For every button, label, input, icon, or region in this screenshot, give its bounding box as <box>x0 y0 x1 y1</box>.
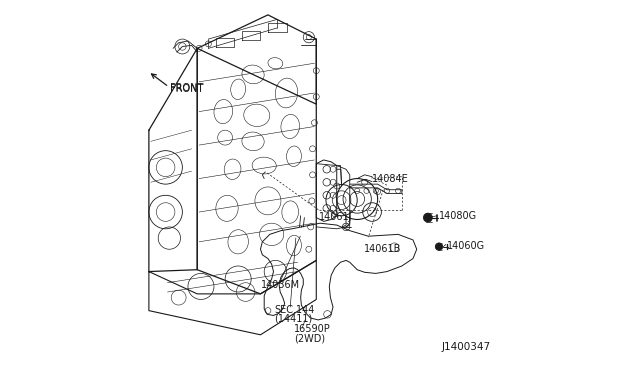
Text: 14060G: 14060G <box>447 241 484 250</box>
Text: J1400347: J1400347 <box>442 341 491 352</box>
Text: 14036M: 14036M <box>260 280 300 289</box>
Text: 14061B: 14061B <box>364 244 401 254</box>
Text: 16590P: 16590P <box>294 324 331 334</box>
Text: 14061J: 14061J <box>319 212 353 221</box>
Circle shape <box>435 243 443 250</box>
Text: (2WD): (2WD) <box>294 334 325 343</box>
Text: 14080G: 14080G <box>439 211 477 221</box>
Text: FRONT: FRONT <box>170 83 204 93</box>
Text: 14084E: 14084E <box>372 174 409 183</box>
Circle shape <box>424 213 433 222</box>
Text: (14411): (14411) <box>275 314 313 324</box>
Text: FRONT: FRONT <box>170 84 204 94</box>
Text: SEC.144: SEC.144 <box>275 305 315 314</box>
